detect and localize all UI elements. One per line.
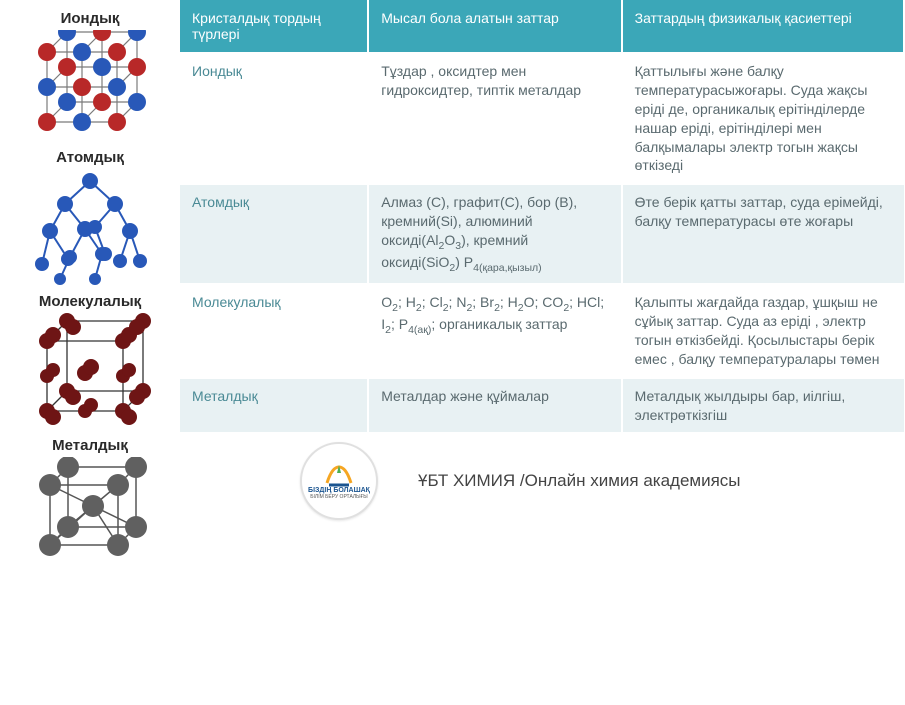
metallic-lattice-icon: [30, 457, 150, 562]
logo-line2: БІЛІМ БЕРУ ОРТАЛЫҒЫ: [310, 494, 367, 500]
lattice-atomic: Атомдық: [30, 149, 150, 289]
table-row: АтомдықАлмаз (С), графит(С), бор (В), кр…: [180, 184, 904, 284]
lattice-metallic: Металдық: [30, 437, 150, 562]
cell-type: Иондық: [180, 53, 368, 184]
logo-line1: БІЗДІҢ БОЛАШАҚ: [308, 487, 370, 494]
cell-type: Атомдық: [180, 184, 368, 284]
lattice-label: Иондық: [25, 10, 155, 27]
molecular-lattice-icon: [25, 313, 155, 433]
lattice-label: Металдық: [30, 437, 150, 454]
table-row: ИондықТұздар , оксидтер мен гидроксидтер…: [180, 53, 904, 184]
cell-properties: Қалыпты жағдайда газдар, ұшқыш не сұйық …: [622, 284, 904, 378]
cell-type: Металдық: [180, 378, 368, 433]
footer-title: ҰБТ ХИМИЯ /Онлайн химия академиясы: [418, 471, 741, 491]
lattice-ionic: Иондық: [25, 10, 155, 145]
table-row: МолекулалықO2; H2; Cl2; N2; Br2; H2O; CO…: [180, 284, 904, 378]
table-header-row: Кристалдық тордың түрлері Мысал бола ала…: [180, 0, 904, 53]
logo-icon: БІЗДІҢ БОЛАШАҚ БІЛІМ БЕРУ ОРТАЛЫҒЫ: [300, 442, 378, 520]
footer: БІЗДІҢ БОЛАШАҚ БІЛІМ БЕРУ ОРТАЛЫҒЫ ҰБТ Х…: [180, 432, 905, 530]
cell-properties: Өте берік қатты заттар, суда ерімейді, б…: [622, 184, 904, 284]
table-row: МеталдықМеталдар және құймаларМеталдық ж…: [180, 378, 904, 433]
cell-properties: Металдық жылдыры бар, иілгіш, электрөткі…: [622, 378, 904, 433]
header-properties: Заттардың физикалық қасиеттері: [622, 0, 904, 53]
table-body: ИондықТұздар , оксидтер мен гидроксидтер…: [180, 53, 904, 432]
cell-examples: O2; H2; Cl2; N2; Br2; H2O; CO2; HCl; I2;…: [368, 284, 621, 378]
header-types: Кристалдық тордың түрлері: [180, 0, 368, 53]
main-content: Кристалдық тордың түрлері Мысал бола ала…: [180, 0, 905, 705]
ionic-lattice-icon: [25, 30, 155, 145]
lattice-label: Атомдық: [30, 149, 150, 166]
atomic-lattice-icon: [30, 169, 150, 289]
cell-examples: Металдар және құймалар: [368, 378, 621, 433]
lattice-label: Молекулалық: [25, 293, 155, 310]
cell-properties: Қаттылығы және балқу температурасыжоғары…: [622, 53, 904, 184]
lattice-molecular: Молекулалық: [25, 293, 155, 433]
lattice-sidebar: Иондық: [0, 0, 180, 705]
header-examples: Мысал бола алатын заттар: [368, 0, 621, 53]
cell-examples: Алмаз (С), графит(С), бор (В), кремний(S…: [368, 184, 621, 284]
cell-examples: Тұздар , оксидтер мен гидроксидтер, типт…: [368, 53, 621, 184]
cell-type: Молекулалық: [180, 284, 368, 378]
crystal-lattice-table: Кристалдық тордың түрлері Мысал бола ала…: [180, 0, 905, 432]
